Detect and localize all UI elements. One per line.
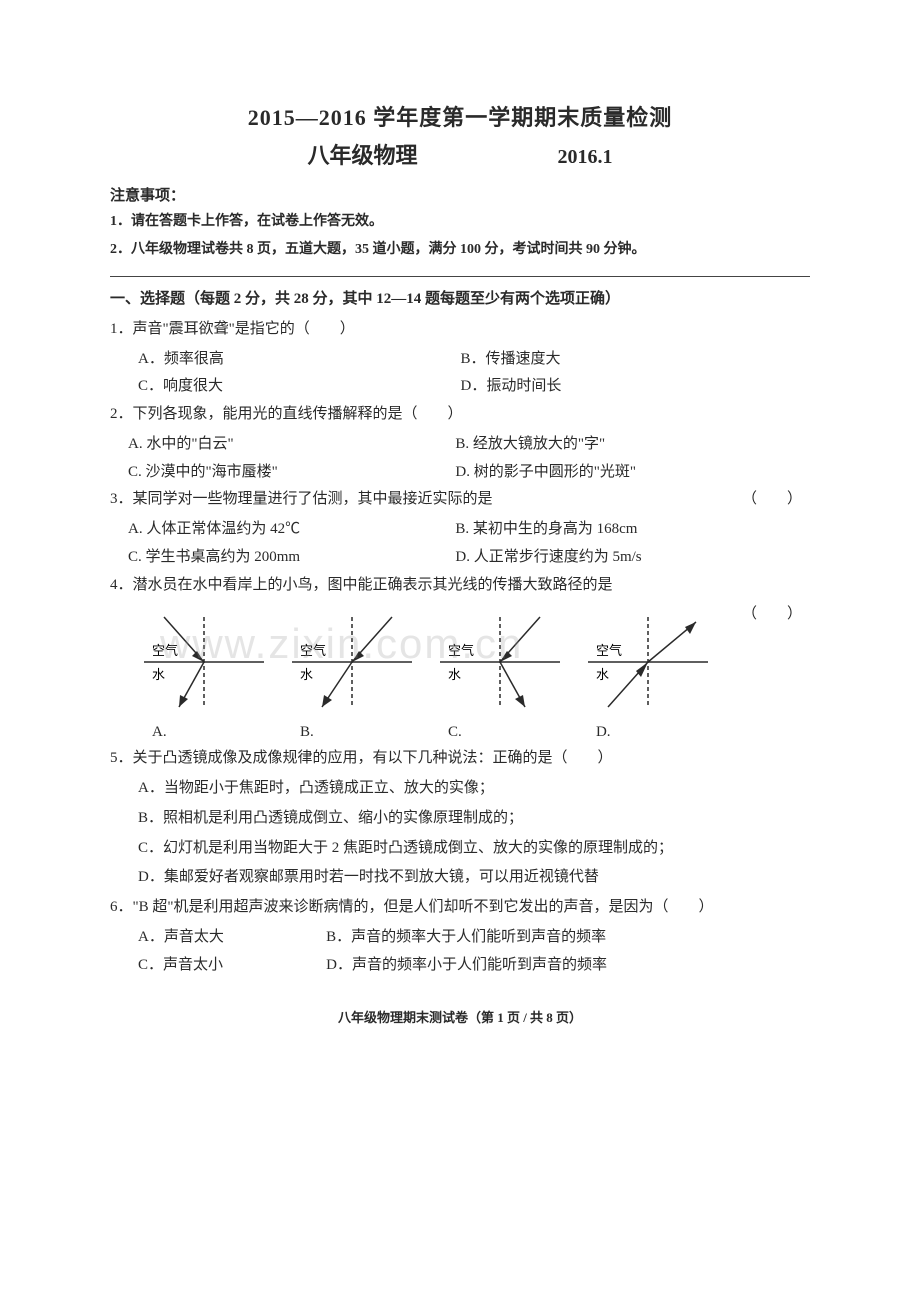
q4-stem-text: 4．潜水员在水中看岸上的小鸟，图中能正确表示其光线的传播大致路径的是 — [110, 577, 613, 593]
q6-opt-c: C．声音太小 — [138, 952, 326, 980]
q1-opt-b: B．传播速度大 — [461, 346, 784, 374]
q3-opt-d: D. 人正常步行速度约为 5m/s — [455, 544, 782, 572]
q3-opt-a: A. 人体正常体温约为 42℃ — [128, 516, 455, 544]
q4-diagram-c: 空气 水 C. — [430, 607, 570, 741]
q2-opt-b: B. 经放大镜放大的"字" — [455, 431, 782, 459]
q3-blank: （ ） — [742, 486, 802, 514]
q2-opt-c: C. 沙漠中的"海市蜃楼" — [128, 459, 455, 487]
exam-page: 2015—2016 学年度第一学期期末质量检测 八年级物理 2016.1 注意事… — [0, 0, 920, 1086]
question-3-stem: 3．某同学对一些物理量进行了估测，其中最接近实际的是 （ ） — [110, 486, 810, 514]
exam-date: 2016.1 — [558, 146, 613, 169]
q3-stem-text: 3．某同学对一些物理量进行了估测，其中最接近实际的是 — [110, 491, 493, 507]
q3-opt-b: B. 某初中生的身高为 168cm — [455, 516, 782, 544]
q4d-air-label: 空气 — [596, 643, 622, 658]
question-4-stem: 4．潜水员在水中看岸上的小鸟，图中能正确表示其光线的传播大致路径的是 — [110, 572, 810, 600]
q4-label-c: C. — [430, 724, 570, 741]
q2-opt-a: A. 水中的"白云" — [128, 431, 455, 459]
q4-svg-b: 空气 水 — [282, 607, 422, 717]
question-1-stem: 1．声音"震耳欲聋"是指它的（ ） — [110, 316, 810, 344]
q4-label-a: A. — [134, 724, 274, 741]
q4-diagram-b: 空气 水 B. — [282, 607, 422, 741]
q5-opt-b: B．照相机是利用凸透镜成倒立、缩小的实像原理制成的； — [110, 805, 810, 833]
exam-subject: 八年级物理 — [307, 138, 417, 170]
q4c-water-label: 水 — [448, 667, 461, 682]
q5-opt-c: C．幻灯机是利用当物距大于 2 焦距时凸透镜成倒立、放大的实像的原理制成的； — [110, 835, 810, 863]
q3-opt-c: C. 学生书桌高约为 200mm — [128, 544, 455, 572]
q5-opt-a: A．当物距小于焦距时，凸透镜成正立、放大的实像； — [110, 775, 810, 803]
page-footer: 八年级物理期末测试卷（第 1 页 / 共 8 页） — [110, 1007, 810, 1026]
divider — [110, 276, 810, 277]
q4d-water-label: 水 — [596, 667, 609, 682]
question-5-stem: 5．关于凸透镜成像及成像规律的应用，有以下几种说法：正确的是（ ） — [110, 745, 810, 773]
q2-opt-d: D. 树的影子中圆形的"光斑" — [455, 459, 782, 487]
question-2-stem: 2．下列各现象，能用光的直线传播解释的是（ ） — [110, 401, 810, 429]
exam-title-line1: 2015—2016 学年度第一学期期末质量检测 — [110, 100, 810, 132]
notice-item-1: 1．请在答题卡上作答，在试卷上作答无效。 — [110, 211, 810, 233]
q4a-air-label: 空气 — [152, 643, 178, 658]
q4b-air-label: 空气 — [300, 643, 326, 658]
q4-label-d: D. — [578, 724, 718, 741]
notice-item-2: 2．八年级物理试卷共 8 页，五道大题，35 道小题，满分 100 分，考试时间… — [110, 239, 810, 261]
q4-blank: （ ） — [742, 601, 802, 629]
q1-opt-a: A．频率很高 — [138, 346, 461, 374]
q4-svg-d: 空气 水 — [578, 607, 718, 717]
q4-diagram-a: 空气 水 A. — [134, 607, 274, 741]
q4b-water-label: 水 — [300, 667, 313, 682]
q1-opt-c: C．响度很大 — [138, 373, 461, 401]
q1-opt-d: D．振动时间长 — [461, 373, 784, 401]
q4a-water-label: 水 — [152, 667, 165, 682]
q4-diagram-d: 空气 水 D. — [578, 607, 718, 741]
q6-opt-a: A．声音太大 — [138, 924, 326, 952]
question-1-options: A．频率很高 B．传播速度大 C．响度很大 D．振动时间长 — [110, 346, 810, 402]
q4-diagrams: 空气 水 A. 空气 水 B. — [110, 607, 742, 741]
notice-heading: 注意事项： — [110, 184, 810, 205]
q4c-air-label: 空气 — [448, 643, 474, 658]
question-6-stem: 6．"B 超"机是利用超声波来诊断病情的，但是人们却听不到它发出的声音，是因为（… — [110, 894, 810, 922]
q4-label-b: B. — [282, 724, 422, 741]
exam-title-row2: 八年级物理 2016.1 — [110, 138, 810, 170]
question-2-options: A. 水中的"白云" B. 经放大镜放大的"字" C. 沙漠中的"海市蜃楼" D… — [110, 431, 810, 487]
q4-svg-a: 空气 水 — [134, 607, 274, 717]
question-6-options: A．声音太大 B．声音的频率大于人们能听到声音的频率 C．声音太小 D．声音的频… — [110, 924, 810, 980]
section-1-heading: 一、选择题（每题 2 分，共 28 分，其中 12—14 题每题至少有两个选项正… — [110, 287, 810, 308]
q4-svg-c: 空气 水 — [430, 607, 570, 717]
q5-opt-d: D．集邮爱好者观察邮票用时若一时找不到放大镜，可以用近视镜代替 — [110, 864, 810, 892]
question-3-options: A. 人体正常体温约为 42℃ B. 某初中生的身高为 168cm C. 学生书… — [110, 516, 810, 572]
q6-opt-d: D．声音的频率小于人们能听到声音的频率 — [326, 952, 796, 980]
q6-opt-b: B．声音的频率大于人们能听到声音的频率 — [326, 924, 796, 952]
